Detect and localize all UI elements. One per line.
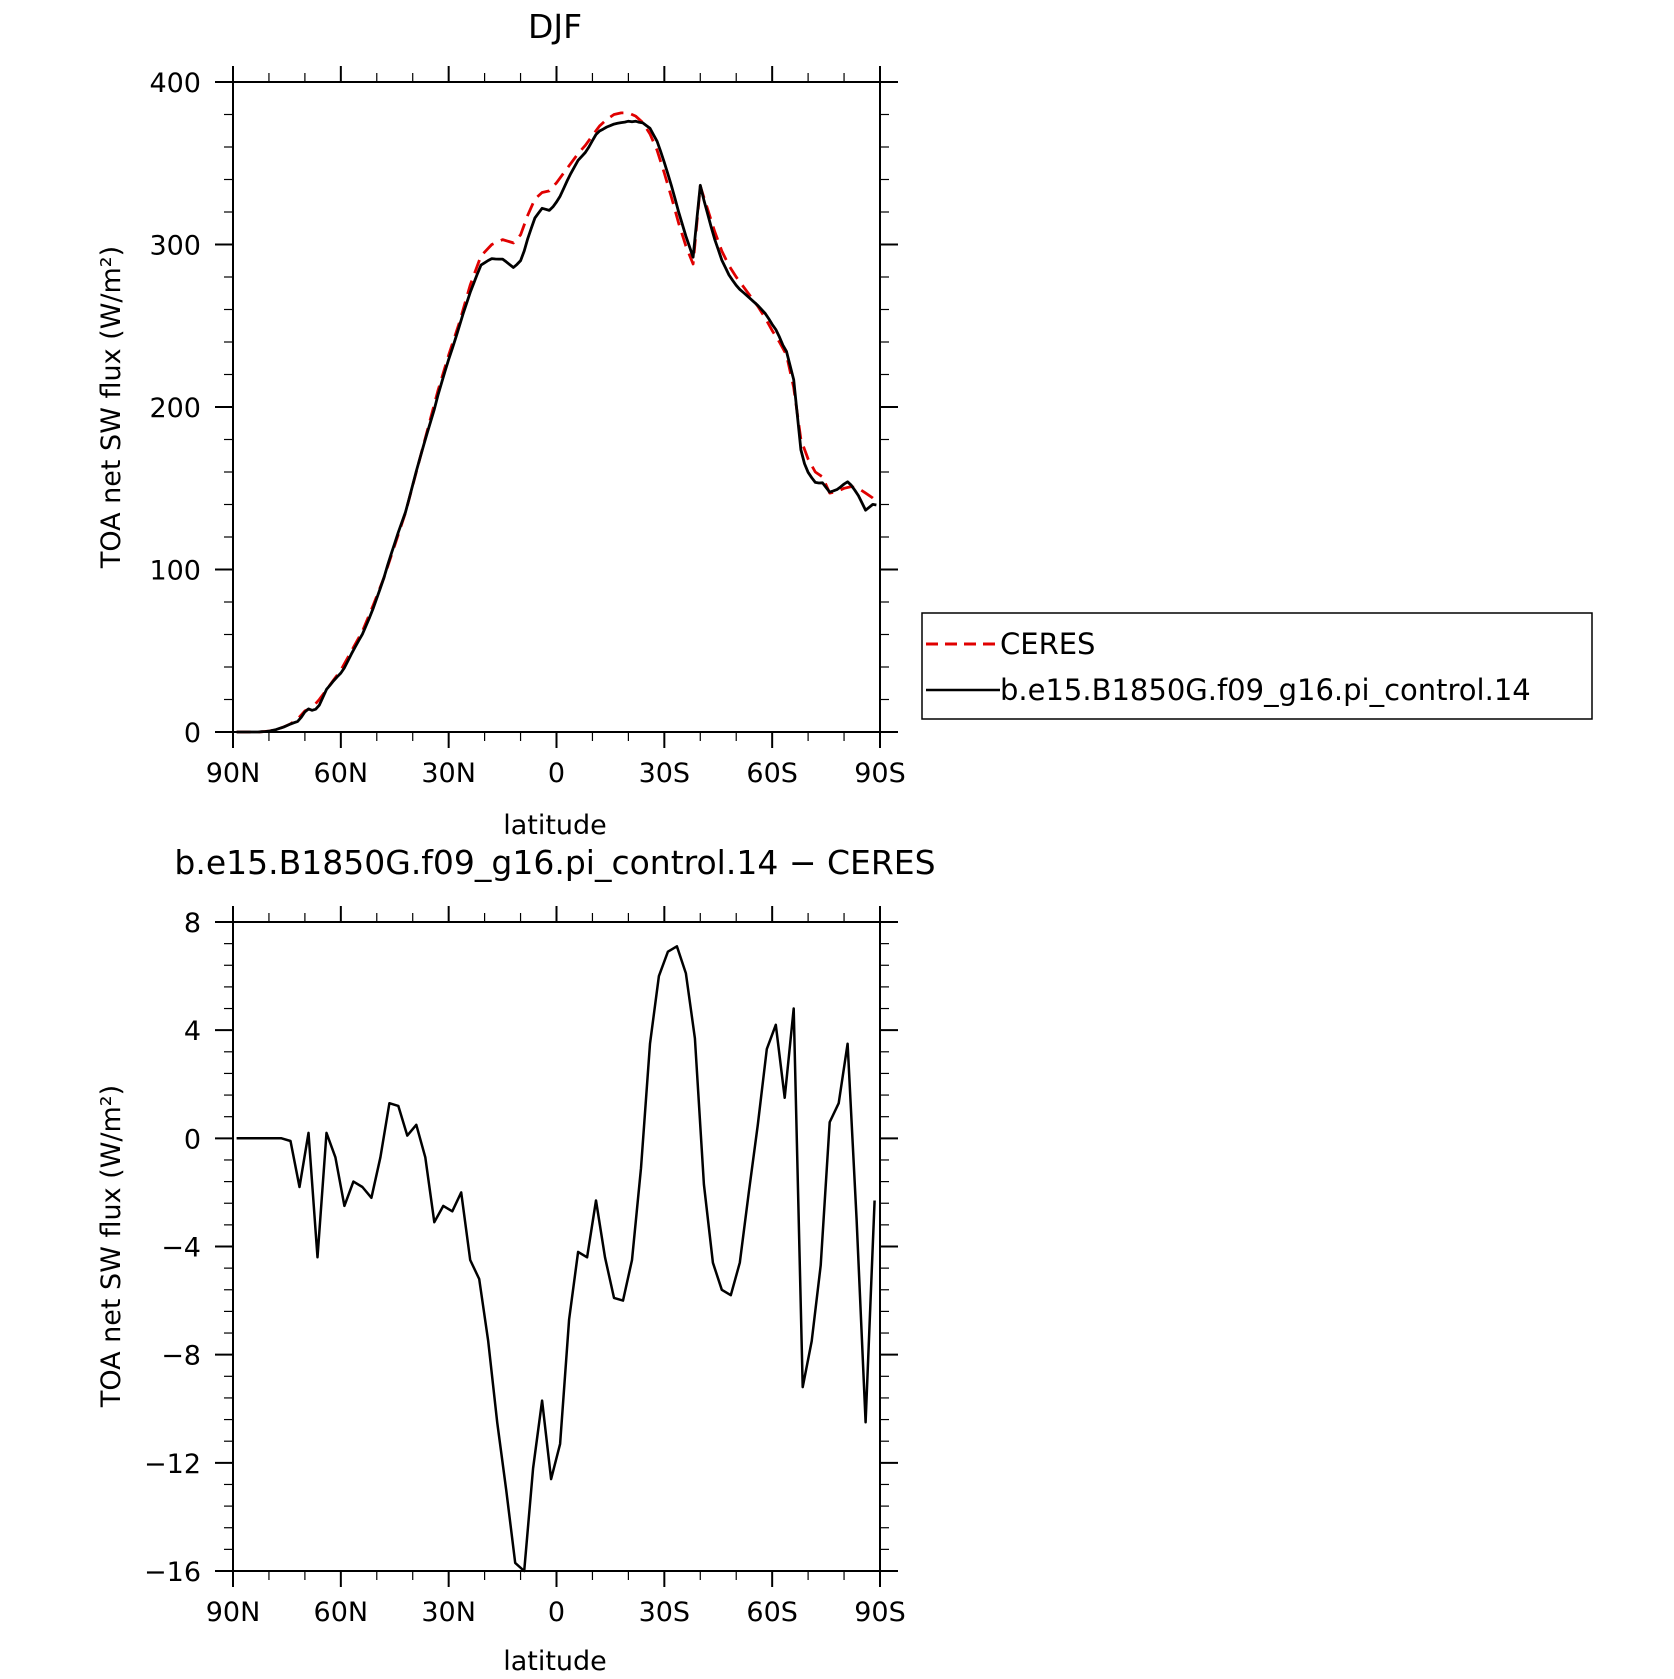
y-tick-label: 200 [149, 393, 201, 424]
bottom-panel-ticks: 90N 60N 30N 0 30S 60S 90S −16 −12 −8 −4 0 4 8 [144, 906, 906, 1628]
bottom-panel-frame [232, 921, 881, 1572]
x-tick-label: 30N [421, 758, 476, 789]
y-tick-label: 0 [184, 1124, 201, 1155]
y-tick-label: 100 [149, 556, 201, 587]
bottom-panel-series [236, 945, 876, 1573]
x-tick-label: 30N [421, 1597, 476, 1628]
difference-series-line [236, 945, 876, 1573]
x-tick-label: 0 [548, 758, 565, 789]
top-panel-ticks: 90N 60N 30N 0 30S 60S 90S 0 100 200 300 400 [149, 66, 906, 789]
top-panel-xlabel: latitude [503, 810, 607, 841]
top-panel-frame [232, 81, 881, 733]
x-tick-label: 60S [746, 1597, 798, 1628]
x-tick-label: 90S [854, 1597, 906, 1628]
x-tick-label: 0 [548, 1597, 565, 1628]
top-panel-title: DJF [528, 7, 582, 46]
legend-box [921, 612, 1593, 720]
x-tick-label: 90N [206, 1597, 261, 1628]
x-tick-label: 90N [206, 758, 261, 789]
x-tick-label: 90S [854, 758, 906, 789]
y-tick-label: −8 [161, 1341, 201, 1372]
ceres-series-line [236, 111, 878, 734]
legend-label-ceres: CERES [1000, 627, 1095, 661]
y-tick-label: 400 [149, 68, 201, 99]
bottom-panel-ylabel: TOA net SW flux (W/m²) [96, 1085, 127, 1408]
x-tick-label: 60N [314, 1597, 369, 1628]
x-tick-label: 60N [314, 758, 369, 789]
legend: CERES b.e15.B1850G.f09_g16.pi_control.14 [921, 612, 1593, 720]
top-panel: DJF 90N 60N 30N 0 30S 60S 90S 0 100 200 300 400 lat… [96, 7, 1593, 841]
legend-label-model: b.e15.B1850G.f09_g16.pi_control.14 [1000, 673, 1531, 707]
y-tick-label: 300 [149, 231, 201, 262]
y-tick-label: −4 [161, 1233, 201, 1264]
y-tick-label: −12 [144, 1449, 201, 1480]
x-tick-label: 30S [639, 1597, 691, 1628]
x-tick-label: 60S [746, 758, 798, 789]
bottom-panel-title: b.e15.B1850G.f09_g16.pi_control.14 − CER… [174, 843, 935, 882]
bottom-panel: b.e15.B1850G.f09_g16.pi_control.14 − CER… [96, 843, 936, 1677]
y-tick-label: 4 [184, 1016, 201, 1047]
model-series-line [236, 119, 877, 734]
bottom-panel-xlabel: latitude [503, 1646, 607, 1674]
x-tick-label: 30S [639, 758, 691, 789]
y-tick-label: −16 [144, 1557, 201, 1588]
y-tick-label: 8 [184, 908, 201, 939]
top-panel-series [236, 111, 878, 734]
top-panel-ylabel: TOA net SW flux (W/m²) [96, 246, 127, 569]
y-tick-label: 0 [184, 718, 201, 749]
